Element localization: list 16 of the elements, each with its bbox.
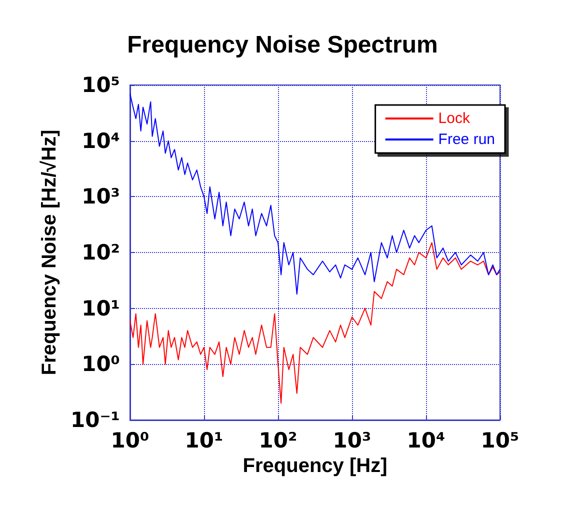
y-tick-label: 10² [82, 240, 120, 264]
chart-title: Frequency Noise Spectrum [127, 32, 438, 58]
y-axis-title: Frequency Noise [Hz/√Hz] [38, 130, 61, 376]
x-tick-label: 10⁴ [406, 428, 446, 452]
y-tick-label: 10⁴ [82, 128, 120, 153]
y-tick-label: 10³ [82, 184, 120, 209]
legend-label: Free run [438, 131, 496, 148]
x-tick-label: 10² [258, 428, 298, 452]
x-tick-label: 10³ [332, 428, 372, 452]
y-tick-label: 10⁰ [82, 352, 120, 376]
y-tick-label: 10⁵ [82, 73, 120, 97]
y-tick-label: 10¹ [82, 296, 120, 320]
x-axis-title: Frequency [Hz] [242, 454, 388, 477]
x-tick-label: 10¹ [184, 428, 224, 452]
x-tick-label: 10⁵ [480, 428, 520, 452]
legend-label: Lock [438, 110, 470, 127]
